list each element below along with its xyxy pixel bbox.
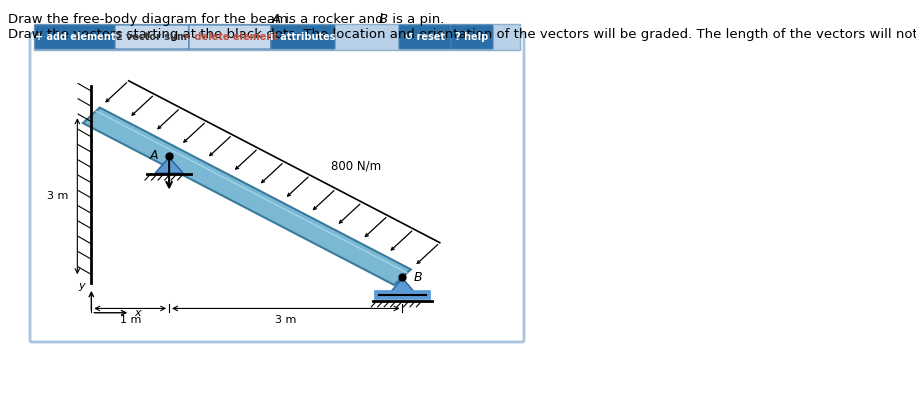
FancyBboxPatch shape [271, 25, 335, 49]
Text: + add element: + add element [35, 32, 115, 42]
Text: y: y [79, 281, 85, 291]
Text: 3 m: 3 m [275, 316, 297, 326]
Polygon shape [83, 107, 411, 285]
Text: is a pin.: is a pin. [388, 13, 444, 26]
FancyBboxPatch shape [30, 33, 524, 342]
Text: A: A [149, 149, 158, 162]
Text: i  attributes: i attributes [270, 32, 336, 42]
FancyBboxPatch shape [35, 25, 115, 49]
Text: Σ vector sum: Σ vector sum [116, 32, 188, 42]
Text: 1 m: 1 m [119, 316, 141, 326]
Text: ✕ delete element: ✕ delete element [182, 32, 278, 42]
Text: B: B [413, 271, 422, 284]
Polygon shape [388, 278, 417, 295]
FancyBboxPatch shape [189, 25, 271, 49]
Text: Draw the vectors starting at the black dots. The location and orientation of the: Draw the vectors starting at the black d… [8, 28, 916, 41]
Text: ↺ reset: ↺ reset [405, 32, 445, 42]
Text: 800 N/m: 800 N/m [331, 160, 381, 172]
FancyBboxPatch shape [115, 25, 189, 49]
Text: 3 m: 3 m [47, 191, 68, 201]
Text: Draw the free-body diagram for the beam.: Draw the free-body diagram for the beam. [8, 13, 296, 26]
Polygon shape [155, 157, 183, 173]
Text: x: x [134, 308, 141, 318]
Text: is a rocker and: is a rocker and [281, 13, 387, 26]
Text: B: B [379, 13, 388, 26]
Text: A: A [272, 13, 281, 26]
FancyBboxPatch shape [399, 25, 451, 49]
Text: ? help: ? help [455, 32, 488, 42]
FancyBboxPatch shape [451, 25, 493, 49]
Bar [34, 24, 520, 50]
